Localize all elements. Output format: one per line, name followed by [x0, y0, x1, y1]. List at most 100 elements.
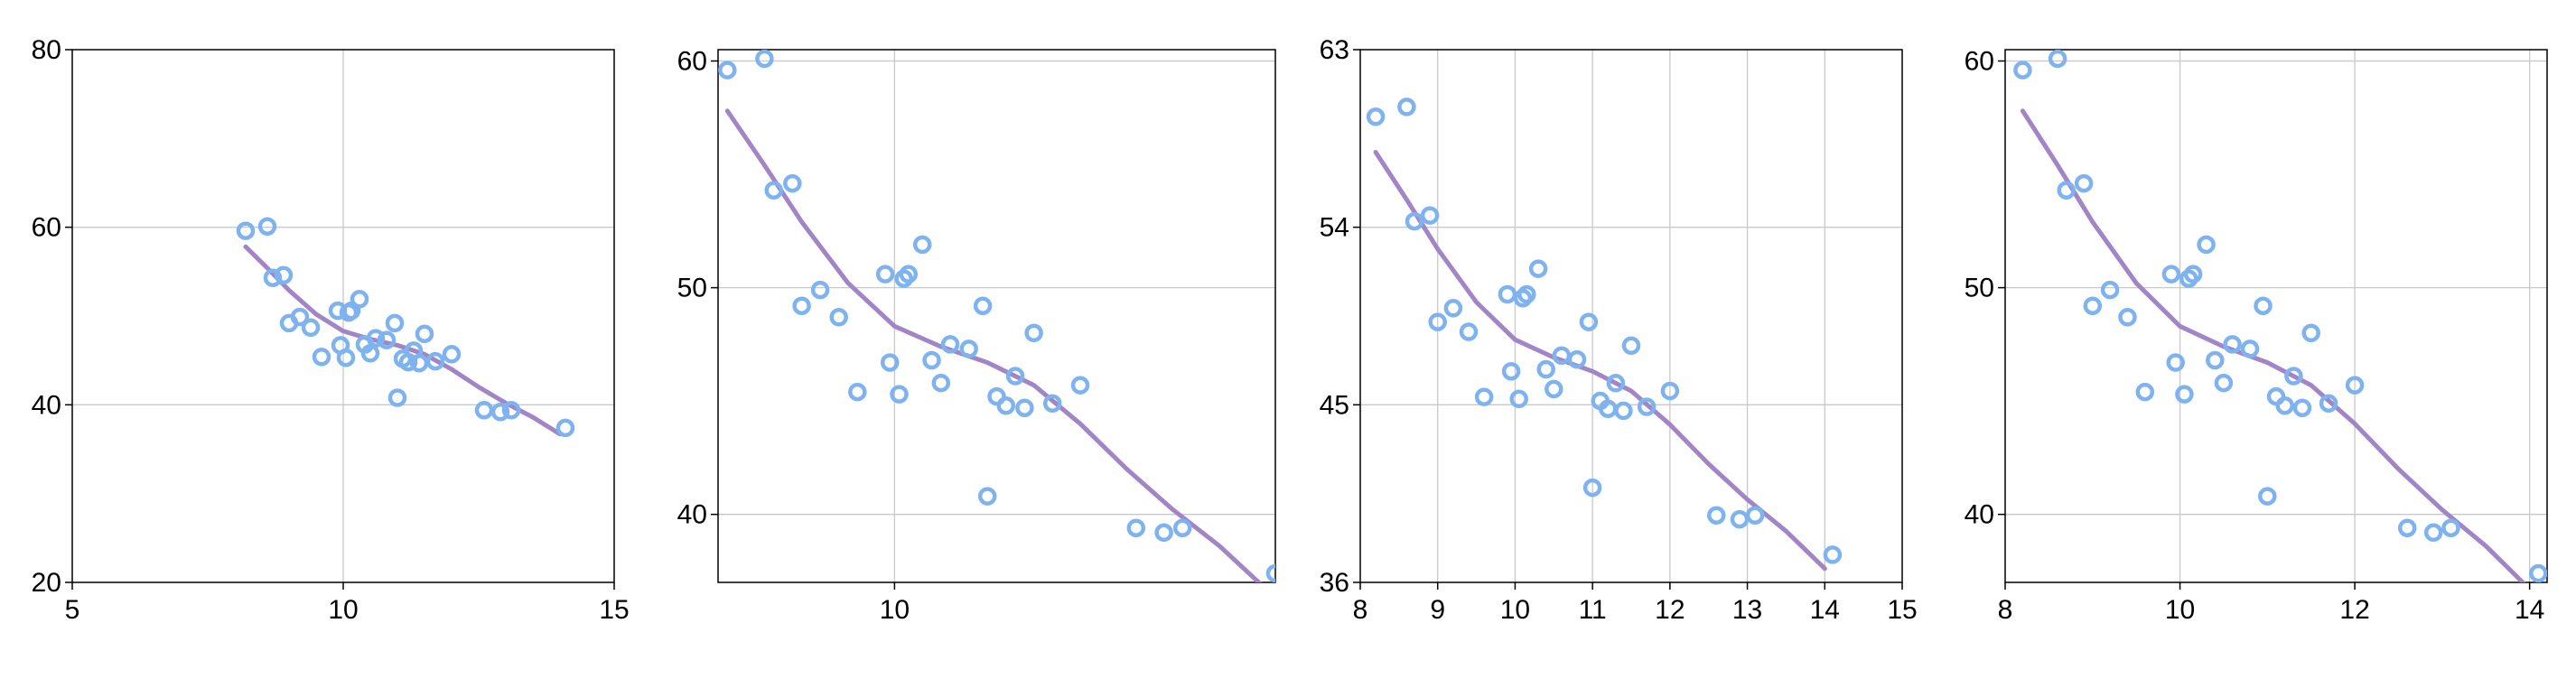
data-point	[1420, 206, 1440, 225]
data-point	[290, 307, 310, 327]
data-point	[257, 217, 277, 236]
data-point	[274, 265, 294, 285]
data-point	[1265, 563, 1275, 582]
plot-frame	[2004, 49, 2548, 583]
data-point	[1545, 379, 1563, 399]
data-point	[890, 385, 909, 404]
data-point	[555, 418, 575, 438]
data-point	[792, 296, 811, 315]
plot-frame	[1359, 49, 1903, 583]
y-tick-label: 63	[1320, 35, 1349, 65]
data-point	[1707, 506, 1726, 525]
y-tick-label: 80	[32, 35, 61, 65]
data-point	[2292, 398, 2312, 417]
chart-panel-1: 5 10 15 20 40 60 80	[32, 35, 630, 625]
data-point	[1405, 211, 1424, 231]
x-tick-label: 12	[2339, 595, 2369, 625]
data-point	[783, 173, 802, 193]
data-point	[1154, 523, 1173, 543]
data-point	[301, 318, 321, 338]
y-tick-label: 40	[677, 500, 707, 530]
x-tick-label: 15	[599, 595, 629, 625]
y-tick-label: 36	[1320, 568, 1349, 598]
data-point	[1660, 381, 1680, 401]
data-point	[1730, 509, 1750, 529]
data-point	[1024, 323, 1043, 343]
x-tick-label: 11	[1579, 595, 1607, 625]
data-point	[1536, 359, 1555, 379]
x-tick-label: 10	[328, 595, 358, 625]
data-point	[442, 345, 462, 364]
data-point	[1015, 398, 1034, 417]
data-point	[1443, 299, 1463, 318]
y-tick-label: 54	[1320, 213, 1349, 243]
x-tick-label: 15	[1887, 595, 1917, 625]
data-point	[2166, 353, 2185, 372]
chart-panel-4: 8 10 12 14 40 50 60	[1965, 47, 2548, 625]
data-point	[2048, 50, 2067, 69]
data-point	[2319, 394, 2338, 413]
data-point	[2223, 335, 2242, 354]
y-tick-label: 45	[1320, 390, 1349, 420]
data-point	[2240, 340, 2260, 358]
data-point	[764, 181, 783, 200]
plot-area	[2013, 50, 2547, 582]
x-tick-label: 8	[1353, 595, 1368, 625]
plot-area	[718, 50, 1275, 582]
x-tick-label: 12	[1655, 595, 1685, 625]
data-point	[2529, 563, 2547, 582]
data-point	[2057, 181, 2076, 200]
x-tick-label: 13	[1732, 595, 1762, 625]
x-tick-label: 14	[2515, 595, 2544, 625]
y-tick-label: 60	[677, 47, 707, 77]
data-point	[1517, 284, 1536, 304]
data-point	[1745, 506, 1765, 525]
data-point	[2301, 323, 2320, 343]
chart-panel-3: 8 9 10 11 12 13 14 15 36 45 54 63	[1320, 35, 1918, 625]
data-point	[2183, 265, 2203, 284]
data-point	[1042, 394, 1062, 413]
data-point	[2345, 376, 2365, 395]
data-point	[1005, 367, 1025, 386]
data-point	[2206, 350, 2225, 370]
data-point	[2161, 265, 2181, 284]
data-point	[1070, 376, 1090, 395]
data-point	[1428, 312, 1447, 331]
data-point	[1582, 478, 1602, 498]
data-point	[387, 388, 407, 407]
data-point	[236, 221, 256, 240]
data-point	[2275, 395, 2294, 415]
data-point	[1614, 401, 1633, 421]
data-point	[2397, 518, 2417, 537]
data-point	[2013, 60, 2032, 79]
x-tick-label: 5	[65, 595, 80, 625]
plot-frame	[717, 49, 1276, 583]
data-point	[2083, 296, 2103, 315]
x-tick-label: 14	[1810, 595, 1840, 625]
data-point	[2258, 487, 2277, 506]
y-tick-label: 40	[32, 390, 61, 420]
data-point	[1397, 98, 1416, 116]
data-point	[377, 330, 397, 349]
data-point	[1513, 289, 1533, 308]
data-point	[755, 50, 774, 69]
data-point	[2284, 367, 2303, 386]
x-tick-label: 10	[2165, 595, 2195, 625]
data-point	[2074, 173, 2094, 193]
plot-area	[1366, 98, 1843, 572]
data-point	[1567, 349, 1587, 369]
data-point	[810, 280, 830, 300]
plot-area	[236, 217, 575, 438]
data-point	[1579, 312, 1599, 331]
data-point	[490, 402, 510, 422]
data-point	[1459, 322, 1479, 341]
y-tick-label: 40	[1965, 500, 1994, 530]
trend-line	[2020, 108, 2526, 582]
data-point	[829, 308, 848, 327]
data-point	[1509, 389, 1528, 409]
data-point	[1474, 387, 1494, 406]
data-point	[415, 324, 434, 343]
data-point	[2441, 518, 2460, 537]
data-point	[1621, 336, 1641, 356]
data-point	[940, 335, 960, 354]
